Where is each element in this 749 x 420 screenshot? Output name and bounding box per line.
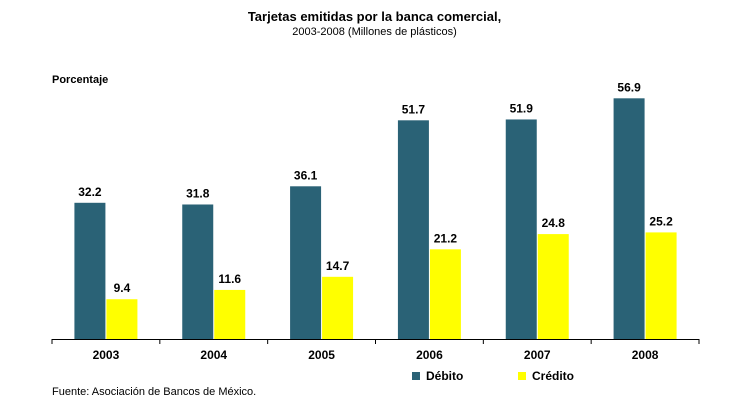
data-label-credito-2007: 24.8 [542,216,566,230]
bar-debito-2005 [290,186,322,339]
bar-credito-2006 [429,249,461,339]
x-tick-label-2005: 2005 [308,348,335,362]
legend-item-debito: Débito [412,369,463,383]
y-axis-label: Porcentaje [52,74,109,86]
data-label-debito-2005: 36.1 [294,168,318,182]
data-label-credito-2004: 11.6 [218,272,241,286]
legend: Débito Crédito [0,369,749,385]
legend-label-credito: Crédito [532,369,574,383]
data-label-debito-2008: 56.9 [617,80,641,94]
x-tick-label-2003: 2003 [93,348,120,362]
chart-title: Tarjetas emitidas por la banca comercial… [247,9,502,24]
bar-credito-2003 [106,299,138,339]
bar-debito-2004 [182,204,214,339]
data-label-debito-2004: 31.8 [186,186,210,200]
legend-label-debito: Débito [426,369,464,383]
legend-item-credito: Crédito [518,369,574,383]
data-label-debito-2007: 51.9 [510,101,534,115]
x-tick-label-2006: 2006 [416,348,443,362]
data-label-debito-2003: 32.2 [78,185,102,199]
x-tick-label-2004: 2004 [200,348,227,362]
legend-swatch-debito [412,372,420,380]
legend-swatch-credito [518,372,526,380]
bar-debito-2008 [613,98,645,339]
bar-credito-2005 [322,276,354,339]
data-label-credito-2003: 9.4 [114,281,131,295]
data-label-credito-2008: 25.2 [649,214,673,228]
bar-credito-2004 [214,289,246,339]
x-tick-label-2008: 2008 [632,348,659,362]
chart-subtitle: 2003-2008 (Millones de plásticos) [292,26,457,38]
x-tick-label-2007: 2007 [524,348,551,362]
source-note: Fuente: Asociación de Bancos de México. [52,386,257,398]
data-label-debito-2006: 51.7 [402,102,426,116]
bar-debito-2003 [74,202,106,339]
data-label-credito-2005: 14.7 [326,259,350,273]
data-label-credito-2006: 21.2 [434,231,458,245]
bar-credito-2008 [645,232,677,339]
bar-credito-2007 [537,234,569,339]
bar-debito-2006 [397,120,429,340]
bar-debito-2007 [505,119,537,339]
